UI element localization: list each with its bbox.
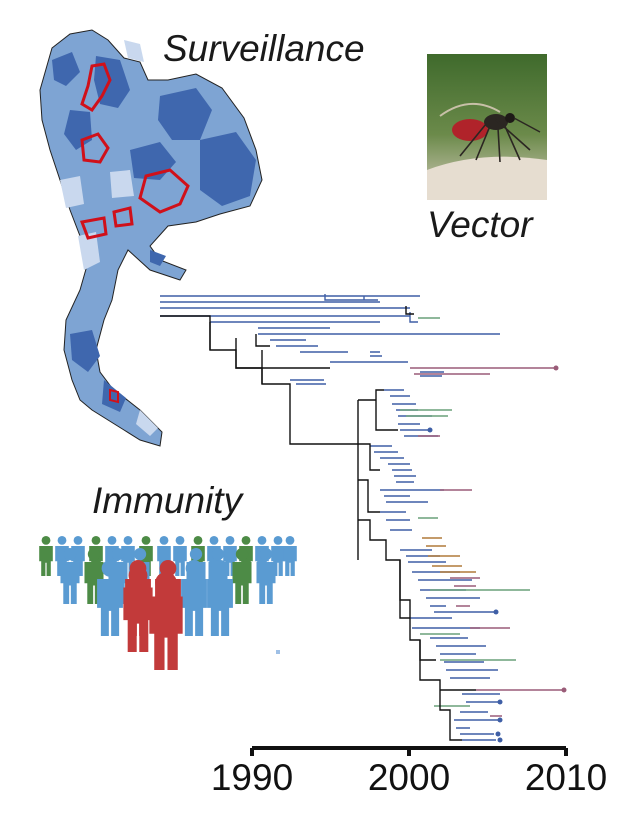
person-back-8	[173, 536, 187, 576]
axis-tick-label-2000: 2000	[368, 757, 450, 798]
mosquito-photo-icon	[427, 54, 547, 200]
person-back-0	[39, 536, 53, 576]
axis-tick-label-2010: 2010	[525, 757, 607, 798]
person-front-4	[207, 560, 233, 636]
immunity-label: Immunity	[92, 480, 243, 521]
vector-label: Vector	[427, 204, 533, 245]
person-red-right	[149, 572, 183, 670]
thailand-map-icon	[39, 29, 263, 447]
person-back-15	[283, 536, 297, 576]
time-axis: 1990 2000 2010	[211, 746, 607, 798]
person-front-3	[181, 560, 207, 636]
person-mid-6	[232, 548, 252, 604]
person-mid-7	[256, 548, 276, 604]
person-red-left	[123, 566, 153, 652]
surveillance-label: Surveillance	[163, 28, 365, 69]
person-front-0	[97, 560, 123, 636]
axis-tick-label-1990: 1990	[211, 757, 293, 798]
person-mid-0	[60, 548, 80, 604]
stray-mark	[276, 650, 280, 654]
phylogenetic-tree-icon	[160, 294, 567, 743]
population-people-icon	[39, 536, 297, 670]
